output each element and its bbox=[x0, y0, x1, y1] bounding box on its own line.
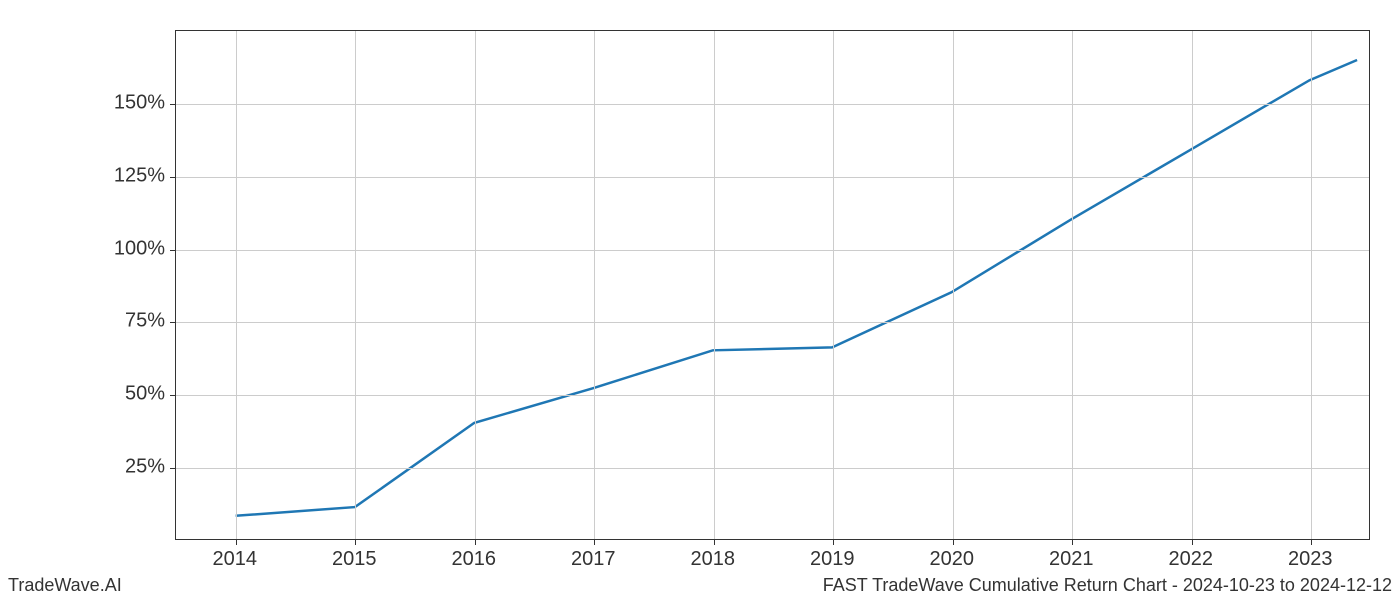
x-tick-mark bbox=[594, 539, 595, 545]
y-axis-tick-label: 150% bbox=[95, 91, 165, 114]
plot-area bbox=[175, 30, 1370, 540]
x-axis-tick-label: 2019 bbox=[810, 548, 855, 571]
grid-line-vertical bbox=[714, 31, 715, 539]
x-tick-mark bbox=[1192, 539, 1193, 545]
x-tick-mark bbox=[953, 539, 954, 545]
x-tick-mark bbox=[714, 539, 715, 545]
return-line bbox=[236, 60, 1357, 516]
footer-brand: TradeWave.AI bbox=[8, 575, 122, 596]
x-tick-mark bbox=[355, 539, 356, 545]
grid-line-vertical bbox=[594, 31, 595, 539]
y-tick-mark bbox=[170, 468, 176, 469]
x-axis-tick-label: 2018 bbox=[691, 548, 736, 571]
grid-line-vertical bbox=[475, 31, 476, 539]
y-tick-mark bbox=[170, 322, 176, 323]
x-axis-tick-label: 2022 bbox=[1169, 548, 1214, 571]
x-tick-mark bbox=[475, 539, 476, 545]
x-axis-tick-label: 2017 bbox=[571, 548, 616, 571]
x-axis-tick-label: 2016 bbox=[452, 548, 497, 571]
x-axis-tick-label: 2015 bbox=[332, 548, 377, 571]
x-tick-mark bbox=[1311, 539, 1312, 545]
chart-container bbox=[175, 30, 1370, 540]
y-tick-mark bbox=[170, 395, 176, 396]
grid-line-vertical bbox=[833, 31, 834, 539]
y-axis-tick-label: 100% bbox=[95, 237, 165, 260]
y-tick-mark bbox=[170, 104, 176, 105]
grid-line-vertical bbox=[236, 31, 237, 539]
grid-line-vertical bbox=[1072, 31, 1073, 539]
y-axis-tick-label: 75% bbox=[95, 310, 165, 333]
y-axis-tick-label: 50% bbox=[95, 383, 165, 406]
grid-line-vertical bbox=[1311, 31, 1312, 539]
x-tick-mark bbox=[1072, 539, 1073, 545]
grid-line-vertical bbox=[355, 31, 356, 539]
y-axis-tick-label: 25% bbox=[95, 456, 165, 479]
y-axis-tick-label: 125% bbox=[95, 164, 165, 187]
x-tick-mark bbox=[833, 539, 834, 545]
x-tick-mark bbox=[236, 539, 237, 545]
x-axis-tick-label: 2021 bbox=[1049, 548, 1094, 571]
y-tick-mark bbox=[170, 250, 176, 251]
grid-line-vertical bbox=[953, 31, 954, 539]
footer-caption: FAST TradeWave Cumulative Return Chart -… bbox=[823, 575, 1392, 596]
x-axis-tick-label: 2020 bbox=[930, 548, 975, 571]
x-axis-tick-label: 2014 bbox=[213, 548, 258, 571]
x-axis-tick-label: 2023 bbox=[1288, 548, 1333, 571]
y-tick-mark bbox=[170, 177, 176, 178]
grid-line-vertical bbox=[1192, 31, 1193, 539]
